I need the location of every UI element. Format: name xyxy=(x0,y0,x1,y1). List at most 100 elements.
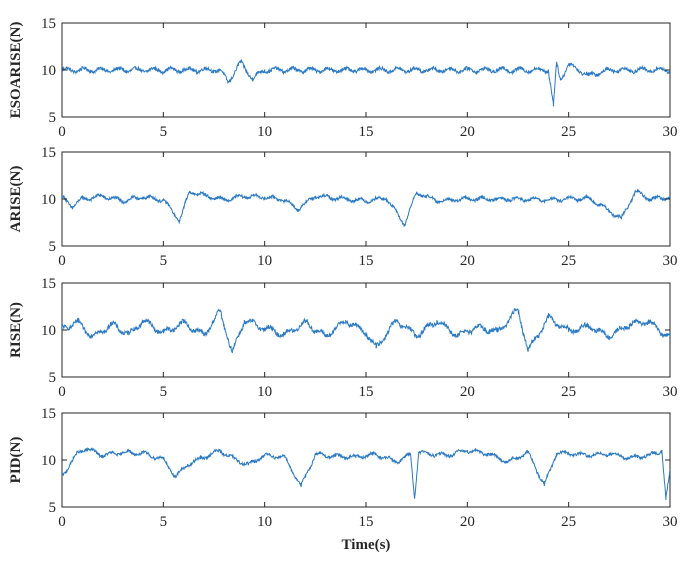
data-point xyxy=(187,464,189,466)
x-tick-label: 5 xyxy=(160,514,168,530)
y-tick-label: 5 xyxy=(49,239,57,255)
data-point xyxy=(85,448,87,450)
data-point xyxy=(335,455,337,457)
data-point xyxy=(203,194,205,196)
data-point xyxy=(608,335,610,338)
x-tick-label: 30 xyxy=(663,514,678,530)
data-point xyxy=(669,470,670,472)
x-tick-label: 0 xyxy=(58,253,66,269)
data-point xyxy=(81,198,83,200)
x-tick-label: 20 xyxy=(460,124,475,140)
data-point xyxy=(418,451,420,454)
data-point xyxy=(142,320,144,322)
data-point xyxy=(142,452,144,455)
data-point xyxy=(243,320,245,322)
data-point xyxy=(527,350,529,352)
x-tick-label: 15 xyxy=(359,124,374,140)
data-point xyxy=(223,199,225,201)
data-point xyxy=(345,198,347,200)
y-tick-label: 10 xyxy=(41,192,56,208)
x-tick-label: 20 xyxy=(460,384,475,400)
data-point xyxy=(162,199,164,201)
data-point xyxy=(128,334,130,336)
data-point xyxy=(634,190,637,193)
y-tick-label: 5 xyxy=(49,370,57,386)
data-point xyxy=(661,450,663,452)
y-axis-label-3: RISE(N) xyxy=(8,302,24,358)
data-point xyxy=(547,317,550,319)
data-point xyxy=(101,195,104,197)
data-point xyxy=(183,69,185,71)
x-tick-label: 25 xyxy=(561,253,576,269)
data-point xyxy=(487,452,489,455)
data-point xyxy=(62,196,63,198)
y-tick-label: 15 xyxy=(41,276,56,292)
data-point xyxy=(628,69,631,71)
data-point xyxy=(251,77,254,80)
data-point xyxy=(414,497,416,499)
x-tick-label: 25 xyxy=(561,384,576,400)
data-point xyxy=(497,331,499,333)
data-point xyxy=(416,191,418,194)
data-point xyxy=(247,464,250,466)
y-tick-label: 10 xyxy=(41,63,56,79)
data-point xyxy=(456,335,458,337)
x-tick-label: 0 xyxy=(58,124,66,140)
data-point xyxy=(91,335,93,338)
data-point xyxy=(659,331,661,333)
data-point xyxy=(219,450,221,452)
data-point xyxy=(588,325,590,327)
data-point xyxy=(365,332,367,334)
data-point xyxy=(314,453,316,455)
y-tick-label: 15 xyxy=(41,406,56,422)
x-tick-label: 10 xyxy=(257,253,272,269)
data-point xyxy=(559,78,562,80)
data-point xyxy=(416,335,418,337)
data-point xyxy=(264,69,266,71)
data-point xyxy=(395,461,397,463)
series-line-1 xyxy=(62,58,670,106)
data-point xyxy=(203,335,205,337)
data-point xyxy=(385,69,387,71)
data-point xyxy=(620,218,622,220)
data-point xyxy=(588,454,590,456)
data-point xyxy=(62,327,63,329)
data-point xyxy=(446,454,448,456)
data-point xyxy=(507,69,509,71)
x-tick-label: 20 xyxy=(460,514,475,530)
data-point xyxy=(665,498,667,501)
data-point xyxy=(77,451,79,454)
series-line-2 xyxy=(62,188,670,227)
data-point xyxy=(628,457,631,459)
data-point xyxy=(142,196,144,198)
x-tick-label: 15 xyxy=(359,514,374,530)
data-point xyxy=(233,458,235,460)
data-point xyxy=(517,308,519,310)
data-point xyxy=(375,347,377,349)
x-tick-label: 20 xyxy=(460,253,475,269)
data-point xyxy=(264,454,266,456)
data-point xyxy=(543,484,545,486)
data-point xyxy=(296,208,298,210)
data-point xyxy=(555,62,558,65)
data-point xyxy=(649,320,651,323)
data-point xyxy=(547,69,550,71)
y-tick-label: 10 xyxy=(41,323,56,339)
data-point xyxy=(189,190,191,193)
plot-frame-4 xyxy=(61,412,671,508)
data-point xyxy=(300,485,302,487)
data-point xyxy=(355,456,357,458)
data-point xyxy=(436,200,438,202)
data-point xyxy=(304,321,306,324)
y-axis-label-1: ESOARISE(N) xyxy=(8,22,24,119)
x-tick-label: 10 xyxy=(257,514,272,530)
data-point xyxy=(436,320,438,322)
data-point xyxy=(649,454,651,456)
data-point xyxy=(264,196,266,198)
data-point xyxy=(243,195,245,197)
data-point xyxy=(71,205,73,208)
data-point xyxy=(608,452,610,455)
data-point xyxy=(345,69,347,71)
x-axis-label: Time(s) xyxy=(342,537,391,553)
